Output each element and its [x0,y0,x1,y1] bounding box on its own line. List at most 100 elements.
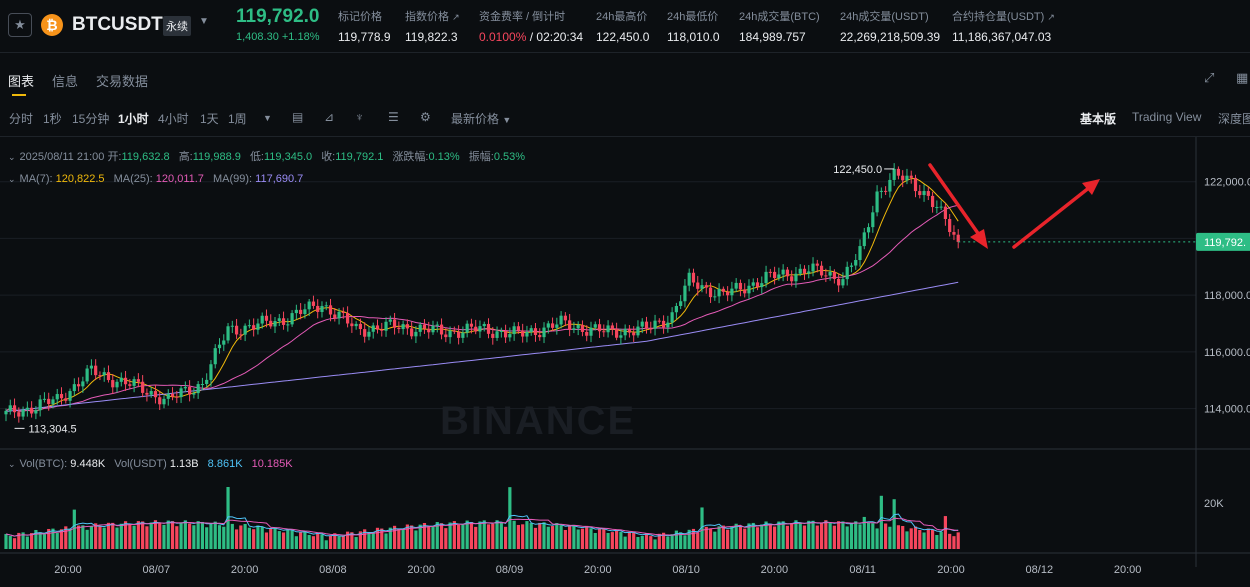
candle-body [909,175,913,178]
interval-15m[interactable]: 15分钟 [72,112,110,126]
calendar-icon[interactable]: ▤ [292,110,304,124]
volume-bar [68,528,72,549]
candlestick-chart[interactable]: BINANCE 122,000.0120,000.0118,000.0116,0… [0,137,1250,587]
candle-body [785,269,790,277]
interval-1h[interactable]: 1小时 [118,112,149,126]
volume-bar [674,530,678,549]
candle-body [593,324,597,328]
view-depth[interactable]: 深度图 [1218,112,1250,126]
chevron-down-icon[interactable]: ⌄ [8,459,16,469]
volume-bar [196,521,200,549]
volume-bar [568,525,572,549]
volume-bar [76,525,81,549]
volume-bar [217,525,222,549]
candle-body [89,365,93,369]
ma99-label: MA(99): [212,173,253,185]
expand-icon[interactable]: ⤢ [1204,70,1215,85]
volume-bar [862,516,866,549]
candle-body [734,282,738,289]
candle-body [175,396,179,398]
ma7-label: MA(7): [19,173,53,185]
ohlc-legend: ⌄ 2025/08/11 21:00 开:119,632.8 高:119,988.… [8,148,531,164]
interval-1w[interactable]: 1周 [228,112,247,126]
price-type-select[interactable]: 最新价格 ▼ [451,110,511,127]
candle-body [661,320,666,328]
volume-bar [170,521,175,549]
volume-bar [474,526,478,549]
candle-body [751,282,755,286]
chevron-down-icon[interactable]: ⌄ [8,152,16,162]
active-tab-indicator [12,94,26,96]
stat-open-interest[interactable]: 合约持仓量(USDT) ↗ 11,186,367,047.03 [952,8,1055,44]
candle-body [615,328,619,338]
candle-body [64,398,68,401]
candle-body [644,321,649,329]
indicators-icon[interactable]: ⊿ [324,110,335,124]
candle-body [901,175,905,181]
chart-canvas[interactable]: 122,000.0120,000.0118,000.0116,000.0114,… [0,137,1250,587]
more-intervals-chevron-icon[interactable]: ▼ [263,113,272,123]
ma99-line [5,281,959,412]
vol-usdt-value: 1.13B [169,458,199,470]
candle-body [627,328,632,333]
volume-bar [892,499,896,549]
stat-index-price[interactable]: 指数价格 ↗ 119,822.3 [405,8,460,44]
interval-1s[interactable]: 1秒 [43,112,62,126]
candle-body [610,325,614,329]
up-arrow-shaft [1012,185,1092,249]
volume-bar [307,534,311,549]
candle-body [410,328,414,337]
candle-body [815,263,819,266]
volume-bar [649,536,653,549]
tab-chart[interactable]: 图表 [8,74,35,89]
candle-body [243,325,247,335]
volume-bar [913,526,918,549]
candle-body [128,384,132,386]
layout-grid-icon[interactable]: ▦ [1236,70,1249,85]
candle-body [183,386,187,389]
interval-timeline[interactable]: 分时 [9,112,34,126]
volume-bar [683,535,687,549]
volume-bar [939,531,943,549]
candle-body [234,325,239,335]
view-tradingview[interactable]: Trading View [1132,110,1202,124]
candle-body [170,393,175,397]
tab-info[interactable]: 信息 [52,74,79,89]
interval-4h[interactable]: 4小时 [158,112,189,126]
view-basic[interactable]: 基本版 [1080,112,1117,126]
current-price-tag [1196,232,1250,251]
candle-body [747,285,751,294]
chevron-down-icon[interactable]: ▼ [199,16,209,27]
interval-1d[interactable]: 1天 [200,112,219,126]
volume-bar [538,522,542,549]
stat-value: 11,186,367,047.03 [952,30,1052,44]
candle-body [879,190,883,192]
candle-body [559,315,563,325]
volume-bar [717,526,721,549]
volume-bar [687,529,691,549]
candle-body [674,305,678,313]
chart-settings-list-icon[interactable]: ☰ [388,110,399,124]
stat-label: 标记价格 [338,11,382,23]
candle-body [431,325,435,333]
external-link-icon[interactable]: ↗ [1047,12,1055,22]
candle-body [764,271,768,284]
gear-icon[interactable]: ⚙ [420,110,431,124]
favorite-star-icon[interactable]: ★ [8,13,32,37]
stat-value: 118,010.0 [667,30,720,44]
candle-body [414,331,418,337]
volume-tick-label: 20K [1204,498,1224,510]
tab-trading-data[interactable]: 交易数据 [96,74,149,89]
candle-type-icon[interactable]: ♆ [355,110,364,124]
external-link-icon[interactable]: ↗ [452,12,460,22]
price-tick-label: 118,000.0 [1204,290,1250,302]
candle-body [380,329,384,331]
volume-bar [200,521,205,549]
price-change: 1,408.30 +1.18% [236,31,320,43]
symbol-title[interactable]: BTCUSDT [72,14,163,35]
candle-body [503,330,508,338]
volume-bar [422,523,427,549]
volume-bar [414,530,418,549]
candle-body [4,410,8,415]
chevron-down-icon[interactable]: ⌄ [8,174,16,184]
